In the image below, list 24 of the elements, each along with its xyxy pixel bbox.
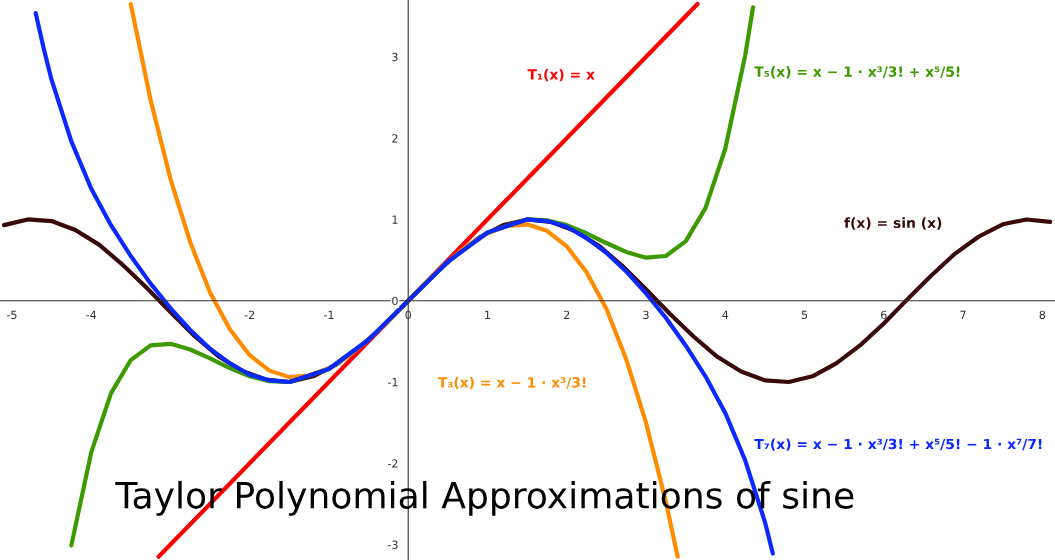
x-tick-label: 3 xyxy=(643,310,649,320)
y-tick-label: 1 xyxy=(392,215,398,224)
y-tick-label: 2 xyxy=(392,134,398,143)
series-label: T₇(x) = x − 1 · x³/3! + x⁵/5! − 1 · x⁷/7! xyxy=(754,438,1042,451)
x-tick-label: 7 xyxy=(960,310,966,319)
y-tick-label: 0 xyxy=(392,296,398,306)
x-tick-label: -2 xyxy=(244,310,255,319)
text: T₃(x) = x − 1 · x³/3! xyxy=(437,376,586,390)
y-tick-label: 3 xyxy=(392,52,398,62)
y-tick-label: -3 xyxy=(387,540,398,549)
x-tick-label: -1 xyxy=(323,310,334,319)
x-tick-label: 1 xyxy=(485,310,490,319)
series-label: f(x) = sin (x) xyxy=(844,217,942,230)
x-tick-label: 8 xyxy=(1039,310,1046,320)
y-tick-label: -2 xyxy=(387,459,398,468)
x-tick-label: 4 xyxy=(722,310,729,319)
series-label: T₁(x) = x xyxy=(527,68,595,82)
x-tick-label: 2 xyxy=(564,310,570,319)
series-label: T₅(x) = x − 1 · x³/3! + x⁵/5! xyxy=(754,66,960,79)
x-tick-label: 6 xyxy=(881,310,887,320)
x-tick-label: -4 xyxy=(86,310,97,319)
x-tick-label: 5 xyxy=(801,310,808,320)
y-tick-label: -1 xyxy=(387,378,398,387)
x-tick-label: -5 xyxy=(6,310,17,320)
